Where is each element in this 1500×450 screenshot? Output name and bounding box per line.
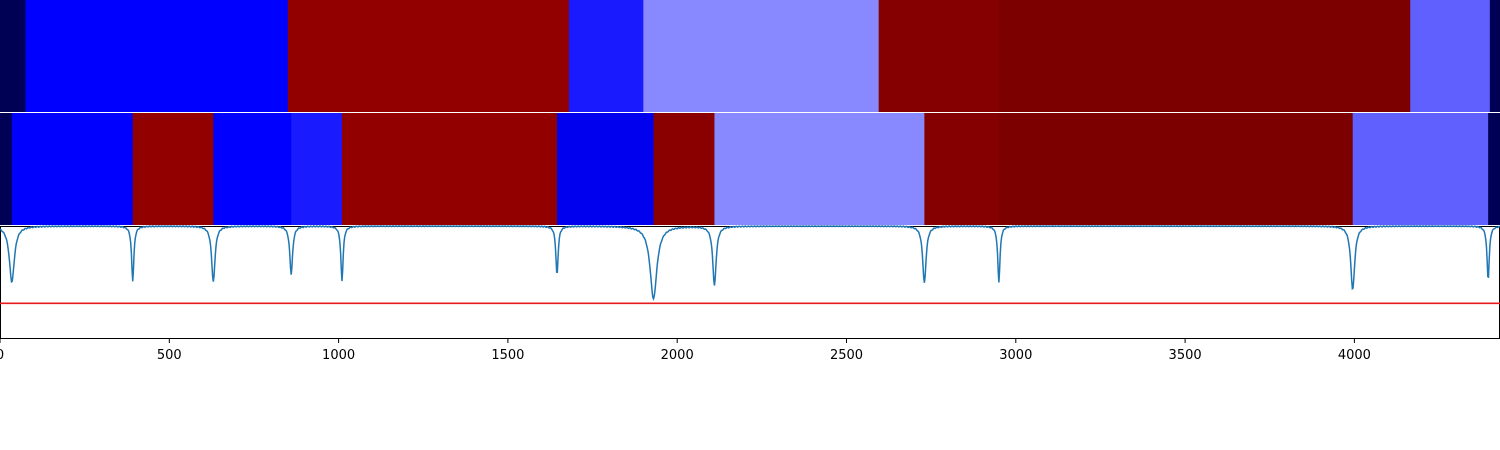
x-tick-label: 2500 xyxy=(830,348,863,363)
segment xyxy=(213,113,292,225)
segment xyxy=(998,113,1354,225)
signal-line xyxy=(0,225,1500,301)
segment xyxy=(714,113,925,225)
x-tick-label: 2000 xyxy=(661,348,694,363)
segment xyxy=(0,0,26,112)
middle-segment-bar xyxy=(0,113,1500,225)
segment xyxy=(878,0,1000,112)
x-tick-label: 500 xyxy=(157,348,182,363)
top-segment-bar xyxy=(0,0,1500,112)
segment xyxy=(556,113,654,225)
x-tick-label: 1000 xyxy=(322,348,355,363)
segment xyxy=(0,113,13,225)
segment xyxy=(291,113,343,225)
segment xyxy=(924,113,1000,225)
segment xyxy=(1489,0,1500,112)
segment xyxy=(653,113,715,225)
x-axis: 0 500 1000 1500 2000 2500 3000 3500 4000 xyxy=(0,338,1371,363)
signal-plot-frame xyxy=(0,226,1500,339)
x-tick-label: 4000 xyxy=(1338,348,1371,363)
segment xyxy=(1488,113,1500,225)
segment xyxy=(568,0,644,112)
x-tick-label: 3500 xyxy=(1169,348,1202,363)
signal-panel xyxy=(0,225,1500,339)
x-tick-label: 3000 xyxy=(999,348,1032,363)
segment xyxy=(341,113,558,225)
segment xyxy=(11,113,134,225)
segment xyxy=(132,113,214,225)
x-tick-label: 0 xyxy=(0,348,4,363)
segment xyxy=(25,0,289,112)
x-tick-label: 1500 xyxy=(491,348,524,363)
segment xyxy=(1410,0,1491,112)
segment xyxy=(287,0,570,112)
segment xyxy=(643,0,880,112)
segment xyxy=(1352,113,1489,225)
segment xyxy=(998,0,1411,112)
